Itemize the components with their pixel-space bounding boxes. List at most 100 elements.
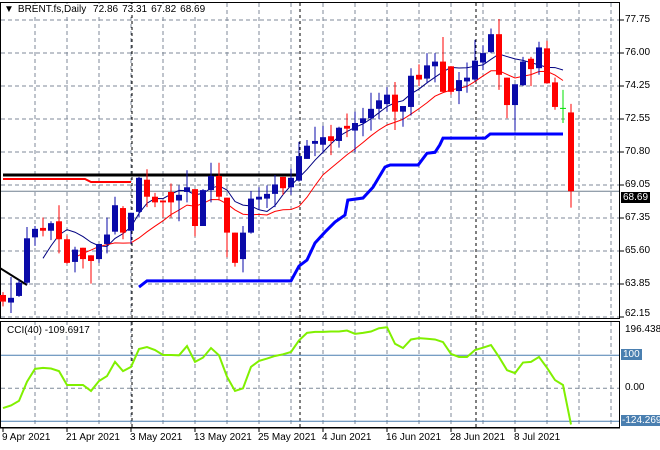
- date-tick: 28 Jun 2021: [450, 432, 506, 443]
- date-tick: 25 May 2021: [258, 432, 316, 443]
- high-value: 73.31: [122, 4, 148, 15]
- candle-body: [352, 123, 358, 131]
- candle-body: [496, 34, 502, 75]
- candle-body: [112, 205, 118, 232]
- candle-body: [384, 94, 390, 105]
- price-tick: 74.25: [625, 80, 651, 91]
- candle-body: [304, 145, 310, 159]
- candle-body: [176, 194, 182, 201]
- candle-body: [8, 297, 14, 303]
- candle-body: [168, 191, 174, 203]
- date-tick: 13 May 2021: [194, 432, 252, 443]
- candle-body: [328, 136, 334, 141]
- date-tick: 9 Apr 2021: [2, 432, 51, 443]
- candle-body: [232, 232, 238, 263]
- cci-axis-top: 196.4386: [625, 324, 660, 335]
- trend-line: [0, 267, 28, 286]
- candle-body: [472, 60, 478, 80]
- candle-body: [368, 108, 374, 119]
- candle-body: [432, 61, 438, 67]
- price-tick: 72.55: [625, 113, 651, 124]
- candle-body: [392, 94, 398, 112]
- candle-body: [464, 77, 470, 82]
- candle-body: [144, 179, 150, 197]
- candle-body: [544, 48, 550, 84]
- candle-body: [256, 196, 262, 200]
- date-tick: 16 Jun 2021: [386, 432, 442, 443]
- candle-body: [216, 175, 222, 197]
- candle-body: [560, 107, 566, 109]
- candle-body: [504, 77, 510, 106]
- candle-body: [152, 196, 158, 203]
- collapse-triangle-icon[interactable]: ▼: [4, 4, 14, 15]
- candle-body: [280, 176, 286, 189]
- candle-body: [320, 137, 326, 145]
- candle-body: [488, 34, 494, 53]
- candle-body: [400, 105, 406, 112]
- candle-body: [248, 198, 254, 233]
- price-tick: 63.85: [625, 278, 651, 289]
- chart-header: ▼ BRENT.fs,Daily 72.86 73.31 67.82 68.69: [4, 4, 210, 15]
- candle-body: [64, 239, 70, 263]
- candle-body: [520, 61, 526, 86]
- date-tick: 21 Apr 2021: [66, 432, 120, 443]
- cci-axis-bottom-value: -124.269: [621, 415, 660, 426]
- candle-body: [72, 249, 78, 262]
- candle-body: [128, 212, 134, 231]
- candle-body: [16, 282, 22, 296]
- candle-body: [80, 247, 86, 260]
- price-tick: 67.35: [625, 212, 651, 223]
- price-tick: 77.75: [625, 14, 651, 25]
- candle-body: [344, 125, 350, 129]
- candle-body: [264, 193, 270, 199]
- candle-body: [456, 80, 462, 92]
- cci-label: CCI(40) -109.6917: [7, 325, 90, 336]
- open-value: 72.86: [93, 4, 119, 15]
- candle-body: [104, 234, 110, 244]
- candle-body: [296, 156, 302, 181]
- candle-body: [96, 243, 102, 260]
- candle-body: [160, 200, 166, 203]
- candle-body: [528, 58, 534, 70]
- candle-body: [88, 255, 94, 261]
- main-panel-frame: [0, 2, 620, 319]
- cci-level-100-label: 100: [621, 349, 642, 360]
- candle-body: [224, 197, 230, 233]
- candle-body: [408, 75, 414, 107]
- cci-axis-zero: 0.00: [625, 382, 645, 393]
- candle-body: [416, 74, 422, 80]
- candle-body: [336, 127, 342, 141]
- candle-body: [552, 82, 558, 107]
- candle-body: [32, 228, 38, 238]
- candle-body: [480, 53, 486, 63]
- candle-body: [24, 238, 30, 283]
- price-tick: 65.60: [625, 245, 651, 256]
- candle-body: [360, 118, 366, 124]
- symbol-label: BRENT.fs,Daily: [17, 4, 87, 15]
- close-value: 68.69: [180, 4, 206, 15]
- candle-body: [120, 208, 126, 233]
- price-tick: 62.15: [625, 308, 651, 319]
- date-tick: 4 Jun 2021: [322, 432, 372, 443]
- cci-axis-bottom: -124.269: [621, 415, 660, 426]
- resistance-line-red: [3, 177, 131, 183]
- cci-panel-frame: [0, 321, 620, 428]
- candle-body: [0, 294, 6, 302]
- date-tick: 3 May 2021: [130, 432, 183, 443]
- candle-body: [512, 84, 518, 106]
- candle-body: [448, 66, 454, 92]
- price-tick: 69.05: [625, 179, 651, 190]
- candle-body: [424, 65, 430, 79]
- candle-body: [208, 175, 214, 191]
- candle-body: [240, 232, 246, 260]
- candle-body: [272, 184, 278, 194]
- cci-line: [2, 326, 572, 425]
- candle-body: [288, 177, 294, 188]
- candle-body: [536, 47, 542, 69]
- candle-body: [568, 112, 574, 192]
- candle-body: [40, 227, 46, 231]
- candle-body: [136, 177, 142, 212]
- candle-body: [184, 187, 190, 192]
- low-value: 67.82: [151, 4, 177, 15]
